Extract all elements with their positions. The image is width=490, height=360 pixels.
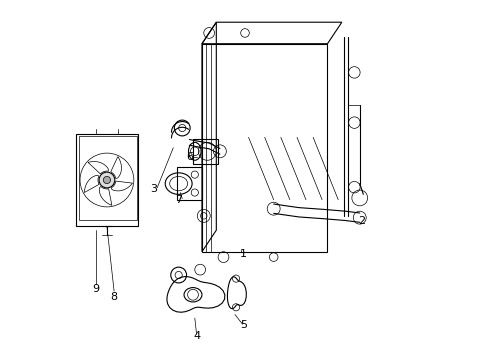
Text: 9: 9 — [93, 284, 100, 294]
Text: 5: 5 — [240, 320, 246, 330]
Text: 1: 1 — [240, 248, 246, 258]
Text: 7: 7 — [175, 195, 182, 205]
Circle shape — [99, 172, 115, 188]
Circle shape — [103, 176, 111, 184]
Text: 4: 4 — [193, 331, 200, 341]
Text: 3: 3 — [150, 184, 157, 194]
Text: 2: 2 — [358, 216, 365, 226]
Text: 6: 6 — [186, 152, 193, 162]
Text: 8: 8 — [111, 292, 118, 302]
